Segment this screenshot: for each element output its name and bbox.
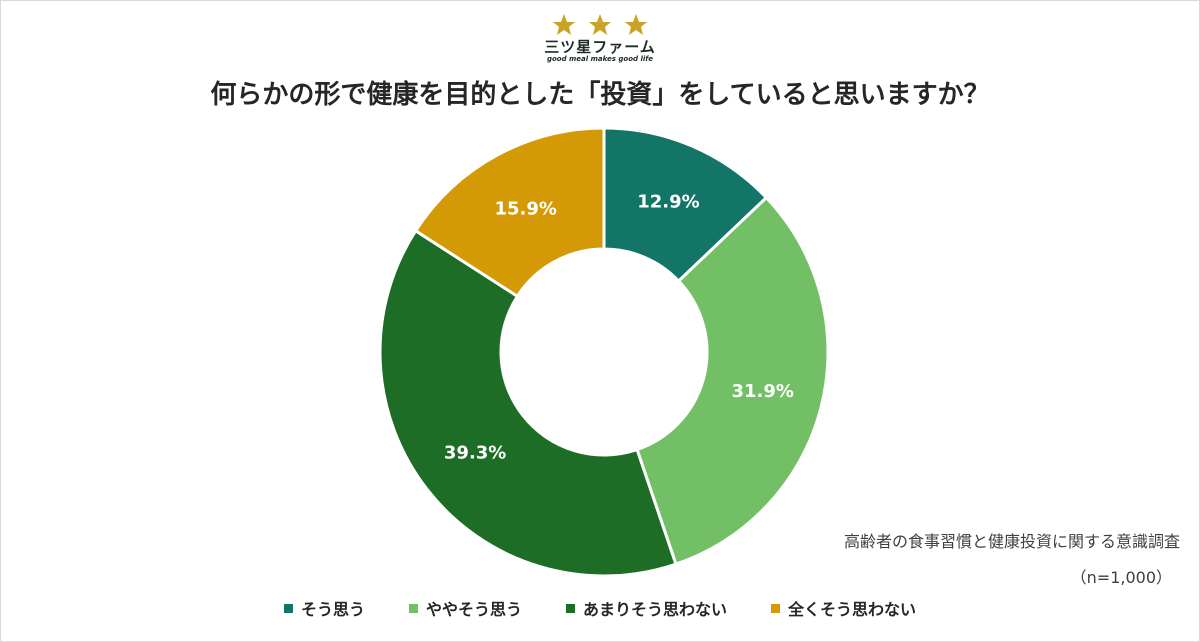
legend-swatch (566, 603, 575, 613)
star-icon (625, 14, 647, 35)
legend-label: 全くそう思わない (788, 600, 917, 619)
brand-name: 三ツ星ファーム (544, 38, 656, 56)
legend-item: ややそう思う (408, 596, 522, 620)
legend-swatch (771, 603, 781, 613)
survey-name: 高齢者の食事習慣と健康投資に関する意識調査 (843, 532, 1180, 551)
legend-label: そう思う (300, 600, 365, 619)
slice-value-label: 12.9% (637, 192, 699, 213)
donut-slice (635, 195, 830, 567)
star-icons (553, 14, 647, 35)
brand-tagline: good meal makes good life (546, 55, 654, 63)
legend-swatch (408, 603, 418, 613)
sample-size: （n=1,000） (1070, 568, 1172, 587)
legend-swatch (283, 603, 293, 613)
slice-value-label: 31.9% (732, 381, 794, 402)
brand-logo: 三ツ星ファーム good meal makes good life (520, 10, 680, 66)
donut-slice (413, 126, 606, 299)
donut-slice (602, 126, 769, 284)
slice-value-label: 15.9% (494, 198, 556, 219)
legend-label: ややそう思う (425, 600, 522, 619)
star-icon (553, 14, 575, 35)
donut-slice (378, 228, 678, 578)
legend-item: そう思う (283, 596, 365, 620)
legend-item: あまりそう思わない (566, 596, 727, 620)
legend-label: あまりそう思わない (583, 600, 728, 619)
slice-value-label: 39.3% (444, 443, 506, 464)
chart-title: 何らかの形で健康を目的とした「投資」をしていると思いますか？ (210, 80, 990, 110)
legend-item: 全くそう思わない (771, 596, 916, 620)
star-icon (589, 14, 611, 35)
chart-legend: そう思う ややそう思う あまりそう思わない 全くそう思わない (0, 596, 1200, 620)
